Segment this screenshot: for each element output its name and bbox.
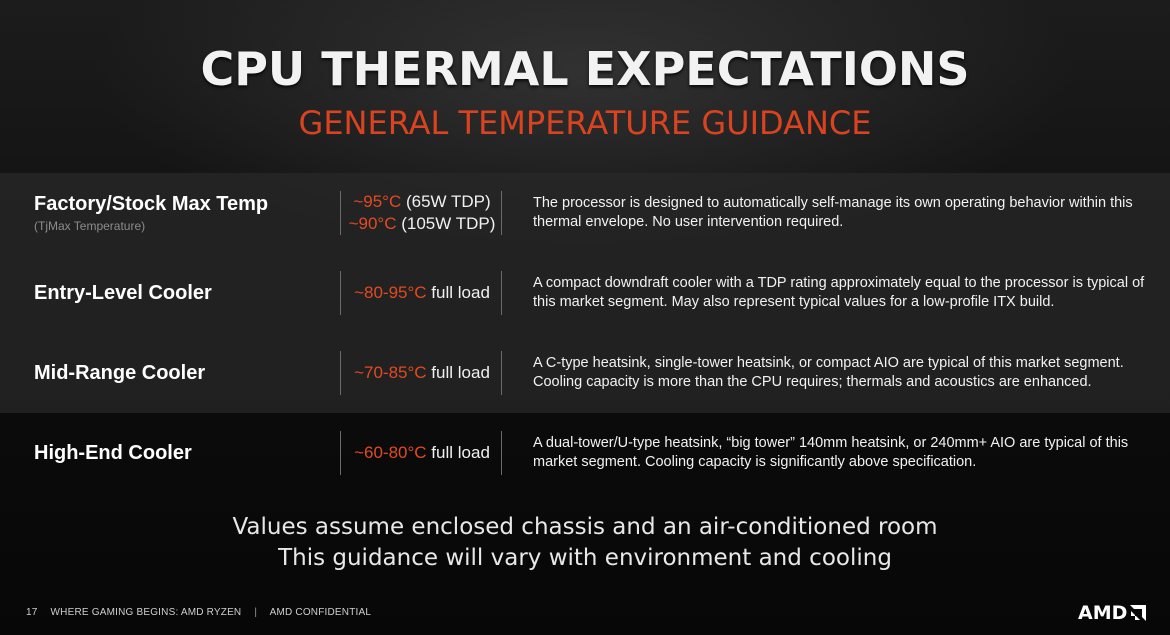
- footer-separator: |: [254, 607, 258, 618]
- row-label: Entry-Level Cooler: [34, 281, 212, 304]
- temperature-range: ~70-85°C: [354, 363, 427, 382]
- row-label-block: Factory/Stock Max Temp (TjMax Temperatur…: [34, 173, 268, 253]
- amd-arrow-icon: [1130, 605, 1147, 621]
- footnote-line: This guidance will vary with environment…: [278, 545, 892, 571]
- column-divider: [340, 271, 341, 315]
- description-line: A C-type heatsink, single-tower heatsink…: [533, 355, 1124, 371]
- temperature-range: ~95°C: [353, 192, 402, 211]
- temperature-range: ~90°C: [348, 214, 397, 233]
- temperature-line: ~90°C (105W TDP): [349, 213, 496, 235]
- temperature-line: ~95°C (65W TDP): [353, 191, 490, 213]
- description-line: A compact downdraft cooler with a TDP ra…: [533, 275, 1145, 291]
- column-divider: [501, 431, 502, 475]
- row-label: High-End Cooler: [34, 441, 192, 464]
- temperature-note: (105W TDP): [396, 214, 496, 233]
- row-sublabel: (TjMax Temperature): [34, 219, 146, 233]
- column-divider: [340, 351, 341, 395]
- column-divider: [501, 191, 502, 235]
- temperature-cell: ~80-95°C full load: [343, 253, 501, 333]
- slide-subtitle: GENERAL TEMPERATURE GUIDANCE: [298, 104, 872, 142]
- description-cell: The processor is designed to automatical…: [533, 173, 1163, 253]
- column-divider: [501, 351, 502, 395]
- row-label: Mid-Range Cooler: [34, 361, 206, 384]
- description-line: Cooling capacity is more than the CPU re…: [533, 374, 1092, 390]
- column-divider: [340, 191, 341, 235]
- temperature-line: ~60-80°C full load: [354, 442, 490, 464]
- description-line: this market segment. May also represent …: [533, 294, 1055, 310]
- footer-tagline: WHERE GAMING BEGINS: AMD RYZEN: [50, 607, 242, 618]
- row-label-block: High-End Cooler: [34, 413, 192, 493]
- column-divider: [501, 271, 502, 315]
- temperature-cell: ~70-85°C full load: [343, 333, 501, 413]
- table-row-high-end: High-End Cooler ~60-80°C full load A dua…: [0, 413, 1170, 493]
- logo-text: AMD: [1078, 602, 1128, 624]
- slide-title: CPU THERMAL EXPECTATIONS: [200, 42, 970, 96]
- row-label: Factory/Stock Max Temp: [34, 193, 269, 215]
- amd-logo: AMD: [1078, 600, 1147, 626]
- temperature-range: ~80-95°C: [354, 283, 427, 302]
- description-line: thermal envelope. No user intervention r…: [533, 214, 844, 230]
- description-cell: A dual-tower/U-type heatsink, “big tower…: [533, 413, 1163, 493]
- temperature-line: ~80-95°C full load: [354, 282, 490, 304]
- row-label-block: Mid-Range Cooler: [34, 333, 205, 413]
- table-row-factory: Factory/Stock Max Temp (TjMax Temperatur…: [0, 173, 1170, 253]
- row-label-block: Entry-Level Cooler: [34, 253, 212, 333]
- temperature-line: ~70-85°C full load: [354, 362, 490, 384]
- column-divider: [340, 431, 341, 475]
- temperature-note: full load: [426, 363, 490, 382]
- table-row-entry-level: Entry-Level Cooler ~80-95°C full load A …: [0, 253, 1170, 333]
- footnote-line: Values assume enclosed chassis and an ai…: [232, 514, 938, 540]
- description-cell: A compact downdraft cooler with a TDP ra…: [533, 253, 1163, 333]
- footer: 17 WHERE GAMING BEGINS: AMD RYZEN | AMD …: [26, 607, 381, 618]
- description-line: market segment. Cooling capacity is sign…: [533, 454, 977, 470]
- temperature-note: full load: [426, 443, 490, 462]
- description-line: A dual-tower/U-type heatsink, “big tower…: [533, 435, 1129, 451]
- description-line: The processor is designed to automatical…: [533, 195, 1133, 211]
- description-cell: A C-type heatsink, single-tower heatsink…: [533, 333, 1163, 413]
- temperature-note: full load: [426, 283, 490, 302]
- temperature-note: (65W TDP): [401, 192, 491, 211]
- temperature-cell: ~95°C (65W TDP) ~90°C (105W TDP): [343, 173, 501, 253]
- footer-confidential: AMD CONFIDENTIAL: [269, 607, 372, 618]
- page-number: 17: [26, 607, 38, 618]
- table-row-mid-range: Mid-Range Cooler ~70-85°C full load A C-…: [0, 333, 1170, 413]
- temperature-cell: ~60-80°C full load: [343, 413, 501, 493]
- temperature-range: ~60-80°C: [354, 443, 427, 462]
